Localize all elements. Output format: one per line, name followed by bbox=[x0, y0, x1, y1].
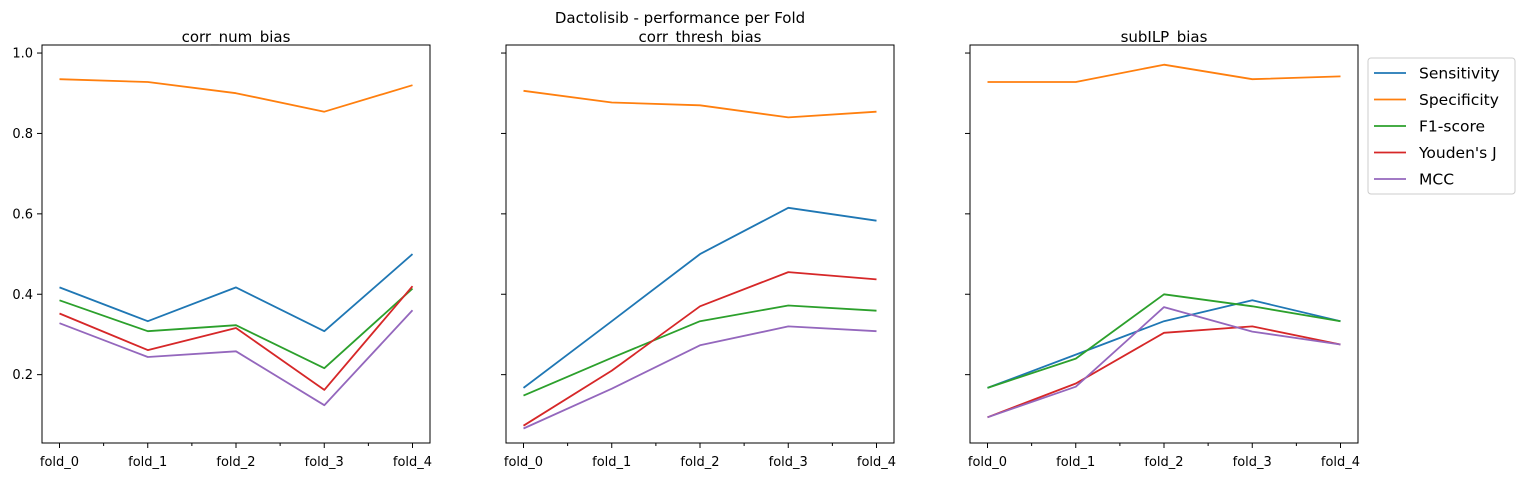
x-tick-label: fold_4 bbox=[1321, 455, 1360, 470]
legend-label: F1-score bbox=[1419, 118, 1485, 136]
x-tick-label: fold_2 bbox=[216, 455, 255, 470]
subplot-title: corr_thresh_bias bbox=[639, 28, 762, 47]
legend-label: Youden's J bbox=[1418, 144, 1497, 162]
subplots: corr_num_bias fold_0 fold_1 fold_2 fold_3 fol… bbox=[12, 28, 1360, 470]
series-line-f1-score bbox=[523, 304, 877, 397]
x-tick-label: fold_2 bbox=[680, 455, 719, 470]
x-tick-label: fold_0 bbox=[40, 455, 79, 470]
series-line-specificity bbox=[987, 63, 1341, 83]
x-tick-label: fold_1 bbox=[592, 455, 631, 470]
series-line-f1-score bbox=[987, 293, 1341, 389]
series-line-sensitivity bbox=[987, 299, 1341, 389]
x-tick-label: fold_1 bbox=[128, 455, 167, 470]
series-line-youden-s-j bbox=[59, 285, 414, 391]
y-tick-label: 0.2 bbox=[12, 368, 33, 383]
series-line-youden-s-j bbox=[523, 271, 877, 427]
x-tick-label: fold_0 bbox=[968, 455, 1007, 470]
axes-frame bbox=[969, 44, 1359, 444]
subplot-corr_num_bias: corr_num_bias fold_0 fold_1 fold_2 fold_3 fol… bbox=[12, 28, 432, 470]
legend-label: MCC bbox=[1419, 171, 1454, 189]
subplot-subILP_bias: subILP_bias fold_0 fold_1 fold_2 fold_3 fold_… bbox=[965, 28, 1360, 470]
series-line-sensitivity bbox=[522, 206, 877, 389]
x-tick-label: fold_3 bbox=[1233, 455, 1272, 470]
series-line-f1-score bbox=[59, 287, 414, 370]
series-line-sensitivity bbox=[59, 253, 414, 333]
figure-suptitle: Dactolisib - performance per Fold bbox=[555, 9, 805, 27]
series-line-specificity bbox=[523, 89, 877, 119]
legend-label: Sensitivity bbox=[1419, 65, 1500, 83]
x-tick-label: fold_3 bbox=[305, 455, 344, 470]
series-line-mcc bbox=[523, 325, 877, 430]
legend-label: Specificity bbox=[1419, 91, 1499, 109]
x-tick-label: fold_0 bbox=[504, 455, 543, 470]
y-tick-label: 0.6 bbox=[12, 207, 33, 222]
series-line-specificity bbox=[59, 78, 413, 113]
y-tick-label: 0.4 bbox=[12, 288, 33, 303]
legend-frame bbox=[1367, 57, 1516, 195]
x-tick-label: fold_3 bbox=[769, 455, 808, 470]
axes-frame bbox=[41, 44, 431, 444]
y-tick-label: 0.8 bbox=[12, 127, 33, 142]
y-tick-label: 1.0 bbox=[12, 47, 33, 62]
series-line-mcc bbox=[987, 306, 1341, 419]
series-line-youden-s-j bbox=[987, 325, 1341, 419]
x-tick-label: fold_4 bbox=[857, 455, 896, 470]
x-tick-label: fold_2 bbox=[1144, 455, 1183, 470]
subplot-title: corr_num_bias bbox=[182, 28, 291, 47]
x-tick-label: fold_4 bbox=[393, 455, 432, 470]
x-tick-label: fold_1 bbox=[1056, 455, 1095, 470]
subplot-title: subILP_bias bbox=[1121, 28, 1208, 47]
subplot-corr_thresh_bias: corr_thresh_bias fold_0 fold_1 fold_2 fold_3… bbox=[501, 28, 896, 470]
series-line-mcc bbox=[59, 309, 414, 407]
legend: Sensitivity Specificity F1-score Youden's J… bbox=[1367, 57, 1516, 195]
